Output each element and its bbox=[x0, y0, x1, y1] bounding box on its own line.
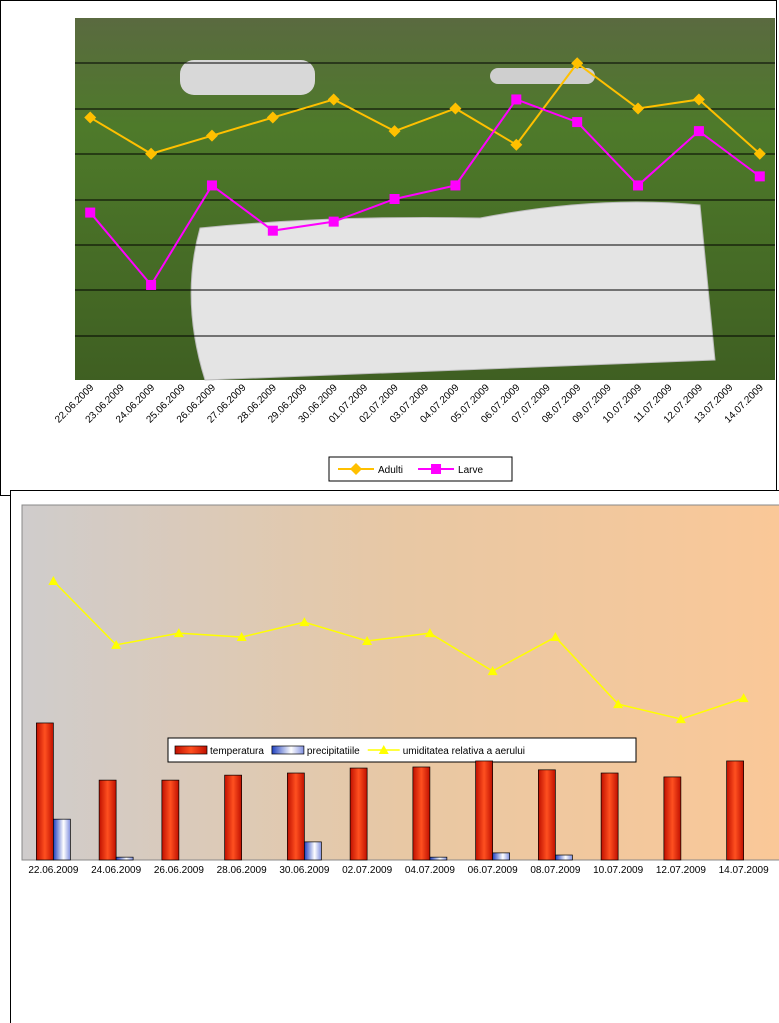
marker bbox=[299, 617, 310, 627]
marker bbox=[236, 632, 247, 642]
marker bbox=[632, 102, 645, 115]
bar bbox=[429, 856, 448, 861]
legend-label: temperatura bbox=[210, 746, 264, 757]
marker bbox=[388, 125, 401, 138]
marker bbox=[378, 745, 389, 754]
marker bbox=[267, 225, 278, 236]
bar bbox=[349, 767, 368, 861]
x-tick-label: 06.07.2009 bbox=[468, 865, 518, 876]
bar bbox=[663, 776, 682, 861]
marker bbox=[571, 57, 584, 70]
line bbox=[52, 580, 744, 720]
marker bbox=[327, 93, 340, 106]
bar bbox=[492, 852, 510, 861]
bar bbox=[412, 766, 431, 861]
grid bbox=[75, 62, 775, 337]
legend-swatch bbox=[271, 745, 305, 755]
marker bbox=[738, 693, 749, 703]
x-tick-label: 30.06.2009 bbox=[279, 865, 329, 876]
marker bbox=[362, 635, 373, 645]
legend-box bbox=[167, 737, 637, 763]
marker bbox=[85, 207, 96, 218]
x-tick-label: 08.07.2009 bbox=[530, 865, 580, 876]
marker bbox=[266, 111, 279, 124]
photo-shape bbox=[180, 60, 315, 95]
marker bbox=[449, 102, 462, 115]
bar bbox=[600, 772, 619, 861]
marker bbox=[350, 463, 362, 475]
marker bbox=[450, 180, 461, 191]
marker bbox=[510, 138, 523, 151]
marker bbox=[145, 147, 158, 160]
x-tick-label: 02.07.2009 bbox=[342, 865, 392, 876]
x-tick-label: 22.06.2009 bbox=[28, 865, 78, 876]
legend-label: umiditatea relativa a aerului bbox=[403, 746, 525, 757]
bar bbox=[53, 818, 71, 861]
photo-shape bbox=[490, 68, 595, 84]
legend-label: Larve bbox=[458, 465, 483, 476]
marker bbox=[48, 575, 59, 585]
marker bbox=[173, 628, 184, 638]
marker bbox=[389, 194, 400, 204]
marker bbox=[675, 714, 686, 724]
line bbox=[89, 98, 761, 287]
x-tick-label: 28.06.2009 bbox=[217, 865, 267, 876]
marker bbox=[754, 171, 765, 182]
marker bbox=[753, 147, 766, 160]
marker bbox=[205, 129, 218, 142]
marker bbox=[693, 126, 704, 137]
legend-swatch bbox=[174, 745, 208, 755]
legend-label: Adulti bbox=[378, 465, 403, 476]
bar bbox=[36, 722, 54, 861]
bar bbox=[287, 772, 305, 861]
plot-background bbox=[21, 504, 779, 861]
bar bbox=[98, 779, 117, 861]
marker bbox=[692, 93, 705, 106]
x-tick-label: 26.06.2009 bbox=[154, 865, 204, 876]
bar bbox=[475, 760, 493, 861]
marker bbox=[572, 117, 583, 128]
marker bbox=[84, 111, 97, 124]
bar bbox=[538, 769, 556, 861]
bar bbox=[555, 854, 573, 861]
marker bbox=[511, 94, 522, 105]
legend-label: precipitatiile bbox=[307, 746, 360, 757]
marker bbox=[633, 180, 644, 191]
bar bbox=[726, 760, 744, 861]
marker bbox=[424, 628, 435, 638]
marker bbox=[328, 216, 339, 227]
marker bbox=[111, 639, 122, 649]
line bbox=[89, 61, 761, 155]
x-tick-label: 10.07.2009 bbox=[593, 865, 643, 876]
x-tick-label: 24.06.2009 bbox=[91, 865, 141, 876]
x-tick-label: 04.07.2009 bbox=[405, 865, 455, 876]
marker bbox=[206, 180, 217, 191]
bar bbox=[304, 841, 322, 861]
marker bbox=[487, 666, 498, 676]
marker bbox=[431, 464, 442, 474]
bar bbox=[161, 779, 180, 861]
marker bbox=[613, 699, 624, 709]
marker bbox=[550, 632, 561, 642]
marker bbox=[146, 279, 157, 290]
bar bbox=[115, 856, 134, 861]
bar bbox=[224, 774, 242, 861]
x-tick-label: 14.07.2009 bbox=[719, 865, 769, 876]
x-tick-label: 12.07.2009 bbox=[656, 865, 706, 876]
